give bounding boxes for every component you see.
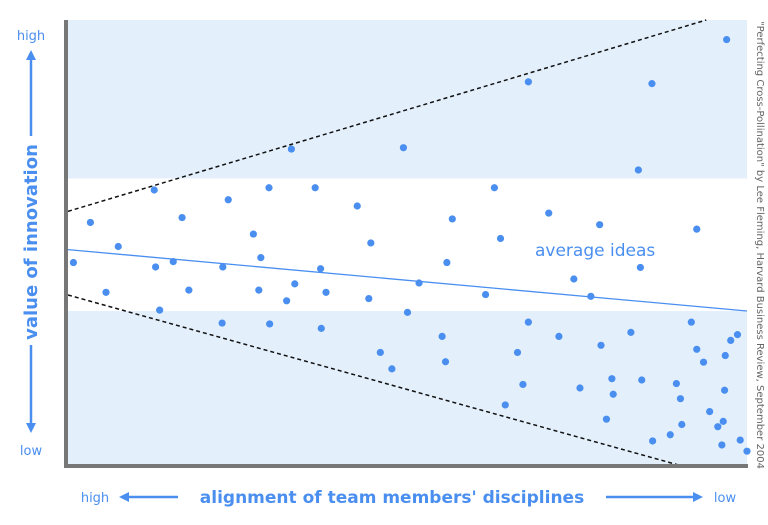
data-point-5: [178, 213, 186, 222]
data-points: [69, 35, 751, 455]
data-point-10: [224, 196, 232, 204]
upper-bound-line: [67, 19, 707, 213]
data-point-41: [524, 318, 532, 326]
data-point-23: [322, 288, 330, 296]
data-point-40: [513, 348, 522, 357]
data-point-6: [151, 263, 160, 271]
data-point-21: [311, 184, 319, 192]
data-point-78: [719, 417, 727, 425]
data-point-22: [316, 265, 325, 273]
data-point-44: [524, 78, 532, 86]
data-point-47: [570, 275, 578, 283]
y-tick-high: high: [17, 29, 45, 44]
data-point-36: [441, 358, 450, 366]
x-tick-high: high: [81, 491, 109, 506]
data-point-75: [733, 331, 742, 339]
data-point-24: [317, 324, 325, 332]
data-point-18: [283, 297, 291, 305]
data-point-9: [156, 306, 164, 314]
data-point-12: [249, 230, 257, 238]
data-point-68: [706, 408, 714, 416]
band-1: [68, 178, 747, 312]
data-point-50: [596, 221, 604, 229]
data-point-30: [403, 308, 412, 316]
data-point-52: [602, 415, 611, 423]
data-point-77: [743, 447, 751, 455]
data-point-46: [555, 332, 563, 340]
data-point-0: [86, 218, 95, 227]
data-point-66: [693, 345, 701, 353]
data-point-17: [218, 319, 226, 327]
data-point-37: [481, 290, 490, 299]
data-point-63: [678, 420, 686, 429]
data-point-3: [102, 288, 110, 296]
data-point-73: [721, 351, 729, 360]
data-point-51: [597, 341, 605, 349]
data-point-45: [545, 209, 553, 217]
data-point-61: [672, 379, 680, 388]
data-point-58: [648, 80, 656, 88]
band-0: [68, 311, 747, 465]
data-point-33: [438, 332, 446, 340]
data-point-7: [169, 258, 177, 266]
data-point-55: [634, 166, 642, 174]
x-axis-label: alignment of team members' disciplines: [200, 488, 584, 508]
data-point-59: [649, 437, 657, 445]
data-point-76: [736, 436, 744, 444]
data-point-42: [519, 380, 527, 389]
data-point-65: [693, 225, 701, 233]
data-point-19: [291, 280, 299, 288]
data-point-67: [699, 358, 708, 366]
data-point-4: [150, 186, 158, 194]
data-point-53: [609, 390, 617, 398]
data-point-60: [666, 431, 674, 439]
x-tick-low: low: [714, 491, 737, 506]
data-point-25: [353, 202, 361, 210]
data-point-32: [415, 279, 423, 287]
data-point-20: [287, 145, 295, 153]
lower-bound-line: [67, 294, 679, 466]
data-point-49: [587, 292, 595, 300]
data-point-71: [720, 386, 729, 394]
data-point-69: [714, 423, 722, 431]
data-point-27: [365, 294, 373, 303]
data-point-56: [636, 263, 644, 272]
data-point-31: [399, 144, 408, 152]
data-point-48: [576, 384, 584, 392]
source-note: "Perfecting Cross-Pollination" by Lee Fl…: [754, 21, 765, 469]
data-point-26: [367, 239, 375, 247]
data-point-74: [727, 336, 735, 344]
data-point-38: [490, 184, 499, 192]
value-bands: [68, 20, 747, 465]
data-point-2: [114, 242, 122, 251]
trend-line: [67, 248, 748, 312]
data-point-8: [185, 286, 193, 294]
bound-lines: [67, 19, 748, 466]
data-point-43: [501, 401, 509, 409]
data-point-14: [257, 254, 265, 262]
band-2: [68, 20, 747, 179]
average-ideas-label: average ideas: [535, 241, 655, 261]
data-point-64: [687, 318, 695, 326]
data-point-15: [255, 286, 263, 294]
data-point-11: [219, 263, 227, 271]
data-point-13: [265, 184, 273, 192]
data-point-34: [443, 258, 451, 267]
data-point-79: [608, 375, 616, 383]
data-point-1: [69, 258, 78, 267]
data-point-28: [376, 348, 384, 357]
data-point-72: [723, 35, 731, 44]
data-point-29: [388, 365, 396, 373]
y-axis-label: value of innovation: [21, 144, 42, 340]
y-tick-low: low: [20, 444, 43, 459]
data-point-70: [718, 441, 726, 449]
data-point-16: [266, 320, 274, 328]
data-point-35: [448, 215, 456, 223]
data-point-57: [638, 376, 646, 384]
data-point-62: [676, 395, 685, 403]
data-point-39: [496, 234, 505, 243]
data-point-54: [627, 328, 635, 336]
